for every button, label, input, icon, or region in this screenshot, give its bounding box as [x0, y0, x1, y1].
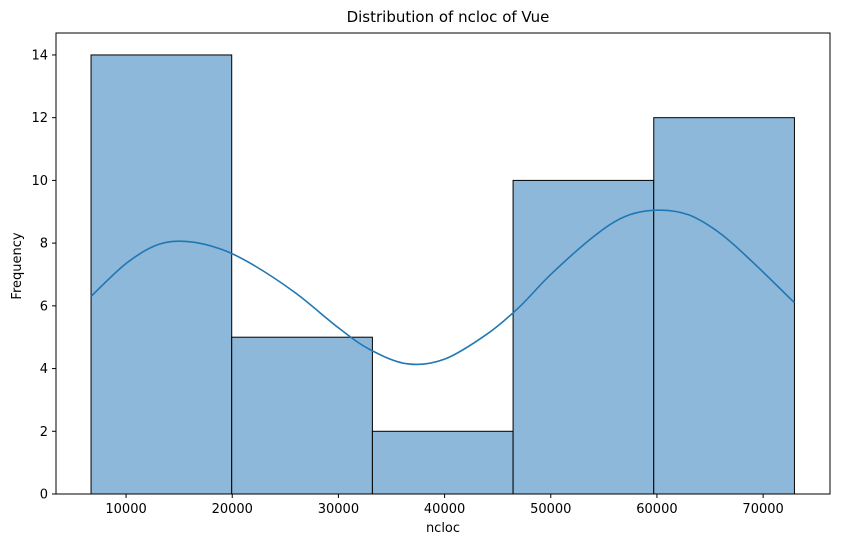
- x-axis: 10000 20000 30000 40000 50000 60000 70000: [105, 494, 784, 517]
- y-tick-label: 14: [31, 48, 48, 63]
- histogram-bar-4: [512, 179, 655, 495]
- plot-frame: [55, 32, 831, 495]
- x-tick-label: 40000: [424, 502, 465, 517]
- y-tick-label: 10: [31, 174, 48, 189]
- y-tick-label: 4: [40, 362, 48, 377]
- histogram-bar-1: [90, 54, 233, 495]
- y-axis: 0 2 4 6 8 10 12 14: [31, 48, 56, 503]
- x-tick-label: 60000: [636, 502, 677, 517]
- x-tick-label: 30000: [318, 502, 359, 517]
- x-axis-label: ncloc: [426, 521, 460, 536]
- y-axis-label: Frequency: [10, 232, 25, 299]
- y-tick-label: 2: [40, 425, 48, 440]
- kde-curve: [90, 209, 795, 366]
- x-tick-label: 70000: [742, 502, 783, 517]
- y-tick-label: 0: [40, 488, 48, 503]
- chart-title: Distribution of ncloc of Vue: [347, 8, 550, 26]
- y-tick-label: 8: [40, 237, 48, 252]
- histogram-bar-3: [371, 430, 514, 495]
- histogram-bar-2: [231, 336, 373, 495]
- x-tick-label: 20000: [212, 502, 253, 517]
- x-tick-label: 50000: [530, 502, 571, 517]
- bars-group: [90, 54, 795, 495]
- x-tick-label: 10000: [105, 502, 146, 517]
- y-tick-label: 6: [40, 299, 48, 314]
- histogram-bar-5: [653, 117, 795, 495]
- y-tick-label: 12: [31, 111, 48, 126]
